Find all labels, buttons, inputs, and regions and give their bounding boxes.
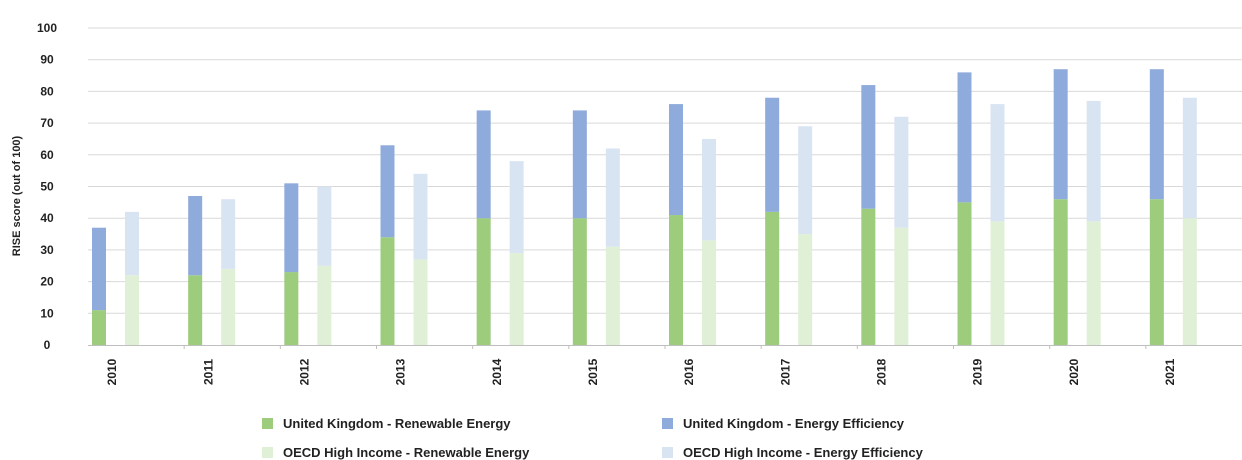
- bar-segment: [572, 218, 587, 345]
- bar-segment: [861, 85, 876, 209]
- x-tick-label: 2021: [1163, 358, 1177, 385]
- x-tick-label: 2017: [778, 358, 792, 385]
- bar-segment: [380, 237, 395, 345]
- bar-segment: [894, 227, 909, 345]
- bar-segment: [188, 275, 203, 345]
- bar-segment: [1086, 100, 1101, 222]
- y-axis-ticks: 0 10 20 30 40 50 60 70 80 90 100: [37, 21, 57, 352]
- bar-segment: [702, 138, 716, 241]
- bar-segment: [380, 145, 395, 238]
- y-tick-label: 40: [40, 211, 54, 225]
- bar-segment: [1086, 221, 1101, 345]
- x-tick-label: 2012: [298, 358, 312, 385]
- bar-segment: [894, 116, 909, 228]
- y-tick-label: 30: [40, 243, 54, 257]
- x-tick-label: 2016: [682, 358, 696, 385]
- bar-segment: [957, 202, 972, 345]
- x-tick-label: 2015: [586, 358, 600, 385]
- x-tick-label: 2011: [201, 359, 215, 385]
- x-tick-label: 2020: [1067, 358, 1081, 385]
- bar-segment: [1149, 69, 1164, 200]
- bar-segment: [702, 240, 716, 345]
- legend-swatch: [262, 447, 273, 458]
- y-tick-label: 20: [40, 275, 54, 289]
- y-tick-label: 50: [40, 180, 54, 194]
- bar-segment: [1053, 199, 1068, 345]
- bar-segment: [125, 275, 139, 345]
- bar-segment: [1149, 199, 1164, 345]
- bar-segment: [317, 265, 332, 345]
- bar-segment: [605, 246, 620, 345]
- x-tick-label: 2014: [490, 358, 504, 385]
- x-tick-label: 2019: [971, 358, 985, 385]
- legend-label: OECD High Income - Renewable Energy: [283, 445, 530, 460]
- legend: United Kingdom - Renewable Energy United…: [0, 404, 1242, 460]
- bar-segment: [284, 183, 299, 273]
- legend-label: United Kingdom - Renewable Energy: [283, 416, 511, 431]
- bar-segment: [1182, 218, 1197, 345]
- y-tick-label: 90: [40, 53, 54, 67]
- bar-segment: [317, 186, 332, 266]
- bar-segment: [765, 211, 780, 345]
- bar-segment: [765, 97, 780, 212]
- bar-segment: [1053, 69, 1068, 200]
- bar-segment: [92, 227, 106, 311]
- bar-segment: [413, 173, 428, 260]
- legend-item-uk-efficiency: United Kingdom - Energy Efficiency: [662, 416, 904, 431]
- bar-segment: [413, 259, 428, 345]
- bar-segment: [990, 104, 1005, 222]
- bar-segment: [221, 199, 236, 269]
- legend-item-uk-renewable: United Kingdom - Renewable Energy: [262, 416, 511, 431]
- bar-segment: [798, 126, 813, 235]
- bar-segment: [221, 268, 236, 345]
- y-tick-label: 10: [40, 306, 54, 320]
- bar-segment: [92, 310, 106, 345]
- bar-segment: [1182, 97, 1197, 219]
- legend-swatch: [662, 447, 673, 458]
- legend-swatch: [262, 418, 273, 429]
- bar-segment: [125, 211, 139, 276]
- gridlines: [88, 27, 1242, 349]
- y-tick-label: 80: [40, 84, 54, 98]
- legend-item-oecd-renewable: OECD High Income - Renewable Energy: [262, 445, 529, 460]
- y-tick-label: 60: [40, 148, 54, 162]
- x-tick-label: 2013: [394, 358, 408, 385]
- bar-segment: [188, 196, 203, 276]
- legend-label: United Kingdom - Energy Efficiency: [683, 416, 905, 431]
- bar-segment: [669, 215, 683, 345]
- bars: [92, 69, 1197, 345]
- bar-segment: [957, 72, 972, 203]
- x-tick-label: 2010: [105, 358, 119, 385]
- bar-segment: [284, 272, 299, 345]
- x-tick-label: 2018: [875, 358, 889, 385]
- bar-segment: [509, 253, 524, 345]
- bar-segment: [572, 110, 587, 219]
- bar-segment: [605, 148, 620, 247]
- y-tick-label: 100: [37, 21, 57, 35]
- y-tick-label: 70: [40, 116, 54, 130]
- bar-segment: [669, 104, 683, 216]
- bar-segment: [798, 234, 813, 345]
- legend-swatch: [662, 418, 673, 429]
- bar-segment: [476, 218, 491, 345]
- legend-item-oecd-efficiency: OECD High Income - Energy Efficiency: [662, 445, 923, 460]
- x-axis-ticks: 2010 2011 2012 2013 2014 2015 2016 2017 2018 2019…: [105, 358, 1177, 385]
- bar-segment: [476, 110, 491, 219]
- legend-label: OECD High Income - Energy Efficiency: [683, 445, 923, 460]
- bar-segment: [509, 161, 524, 254]
- y-tick-label: 0: [44, 338, 51, 352]
- bar-segment: [861, 208, 876, 345]
- y-axis-label: RISE score (out of 100): [11, 135, 23, 256]
- bar-segment: [990, 221, 1005, 345]
